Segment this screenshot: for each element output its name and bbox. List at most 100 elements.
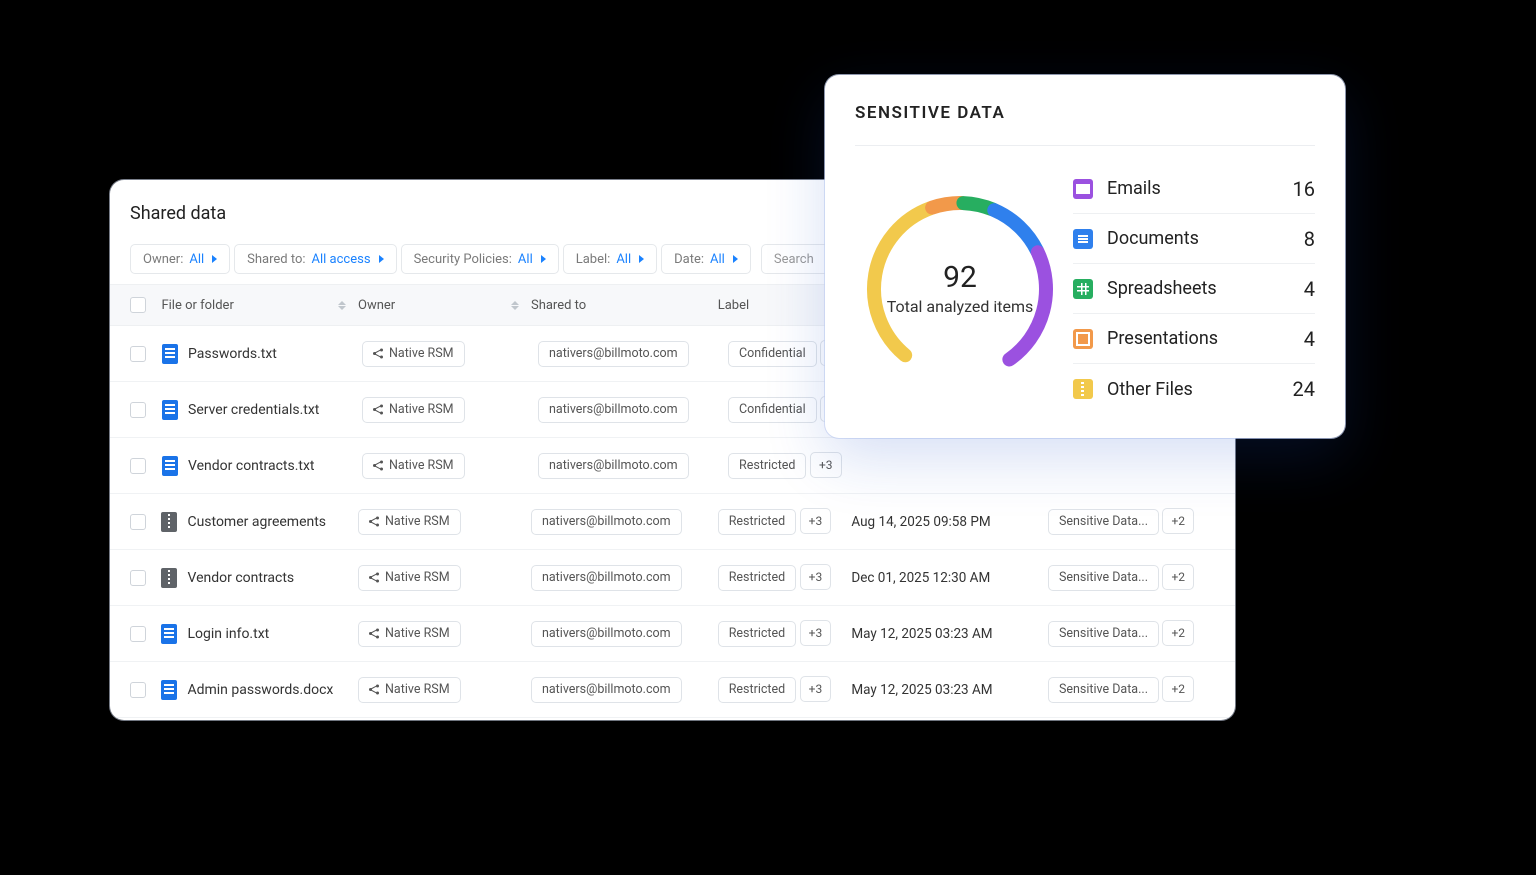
row-checkbox[interactable] [130,682,146,698]
table-row[interactable]: Vendor contracts Native RSM nativers@billm… [110,550,1235,606]
legend-value: 16 [1293,177,1315,201]
label-chip[interactable]: Confidential [728,397,817,423]
legend-row-mail: Emails16 [1073,164,1315,214]
file-icon [161,680,177,700]
legend-label: Documents [1107,228,1304,249]
share-icon [369,573,379,583]
label-chip[interactable]: Restricted [728,453,806,479]
card-title: SENSITIVE DATA [855,103,1315,123]
filter-date[interactable]: Date: All [661,244,751,274]
policy-chip[interactable]: Sensitive Data... [1048,677,1159,703]
row-date: May 12, 2025 03:23 AM [851,626,1048,642]
extra-badge[interactable]: +2 [1162,620,1194,646]
filter-sharedto[interactable]: Shared to: All access [234,244,396,274]
extra-badge[interactable]: +2 [1162,564,1194,590]
sort-icon [338,301,346,310]
other-icon [1073,379,1093,399]
owner-chip[interactable]: Native RSM [358,565,461,591]
shared-chip[interactable]: nativers@billmoto.com [531,677,682,703]
filter-label[interactable]: Label: All [563,244,657,274]
owner-cell: Native RSM [362,397,538,423]
row-checkbox[interactable] [130,570,146,586]
filter-owner[interactable]: Owner: All [130,244,230,274]
row-policy: Sensitive Data... +2 [1048,676,1215,703]
owner-chip[interactable]: Native RSM [358,677,461,703]
col-file[interactable]: File or folder [161,298,358,313]
extra-badge[interactable]: +3 [800,564,832,590]
legend-value: 24 [1293,377,1315,401]
card-divider [855,145,1315,146]
legend-value: 4 [1304,327,1315,351]
file-cell: Customer agreements [161,512,358,532]
file-icon [161,512,177,532]
file-cell: Vendor contracts [161,568,358,588]
extra-badge[interactable]: +3 [800,676,832,702]
shared-cell: nativers@billmoto.com [538,453,728,479]
label-chip[interactable]: Confidential [728,341,817,367]
select-all-checkbox[interactable] [130,297,146,313]
share-icon [373,461,383,471]
donut-total: 92 [943,260,977,295]
owner-chip[interactable]: Native RSM [358,621,461,647]
extra-badge[interactable]: +2 [1162,676,1194,702]
row-checkbox[interactable] [130,458,146,474]
extra-badge[interactable]: +3 [800,508,832,534]
filter-securitypolicies[interactable]: Security Policies: All [401,244,559,274]
row-checkbox[interactable] [130,346,146,362]
table-row[interactable]: Customer agreementsNative RSM nativers@bi… [110,494,1235,550]
share-icon [373,349,383,359]
shared-cell: nativers@billmoto.com [531,509,718,535]
owner-cell: Native RSM [358,565,531,591]
extra-badge[interactable]: +2 [1162,508,1194,534]
col-shared[interactable]: Shared to [531,298,718,313]
sensitive-data-card: SENSITIVE DATA 92 Total analyzed items E… [825,75,1345,438]
doc-icon [1073,229,1093,249]
shared-cell: nativers@billmoto.com [531,565,718,591]
owner-cell: Native RSM [362,453,538,479]
label-cell: Restricted +3 [718,676,852,703]
table-row[interactable]: Vendor contracts.txt Native RSM nativers@b… [110,438,1235,494]
shared-chip[interactable]: nativers@billmoto.com [531,509,682,535]
shared-cell: nativers@billmoto.com [531,677,718,703]
policy-chip[interactable]: Sensitive Data... [1048,565,1159,591]
col-owner[interactable]: Owner [358,298,531,313]
extra-badge[interactable]: +3 [810,452,842,478]
shared-chip[interactable]: nativers@billmoto.com [531,621,682,647]
shared-chip[interactable]: nativers@billmoto.com [538,453,689,479]
policy-chip[interactable]: Sensitive Data... [1048,509,1159,535]
share-icon [369,685,379,695]
label-chip[interactable]: Restricted [718,621,796,647]
owner-chip[interactable]: Native RSM [362,341,465,367]
row-checkbox[interactable] [130,514,146,530]
table-row[interactable]: Admin passwords.docxNative RSMnativers@b… [110,662,1235,718]
owner-chip[interactable]: Native RSM [362,397,465,423]
policy-chip[interactable]: Sensitive Data... [1048,621,1159,647]
share-icon [369,517,379,527]
label-chip[interactable]: Restricted [718,677,796,703]
owner-chip[interactable]: Native RSM [358,509,461,535]
caret-icon [639,255,644,263]
row-checkbox[interactable] [130,626,146,642]
file-name: Passwords.txt [188,346,277,362]
share-icon [373,405,383,415]
legend-label: Presentations [1107,328,1304,349]
label-cell: Restricted +3 [718,508,852,535]
shared-chip[interactable]: nativers@billmoto.com [538,397,689,423]
owner-chip[interactable]: Native RSM [362,453,465,479]
file-cell: Server credentials.txt [162,400,362,420]
row-policy: Sensitive Data... +2 [1048,620,1215,647]
file-name: Vendor contracts [187,570,294,586]
share-icon [369,629,379,639]
legend-row-pres: Presentations4 [1073,314,1315,364]
file-name: Vendor contracts.txt [188,458,315,474]
owner-cell: Native RSM [358,621,531,647]
extra-badge[interactable]: +3 [800,620,832,646]
table-row[interactable]: Login info.txtNative RSMnativers@billmot… [110,606,1235,662]
label-chip[interactable]: Restricted [718,509,796,535]
shared-cell: nativers@billmoto.com [531,621,718,647]
row-checkbox[interactable] [130,402,146,418]
shared-chip[interactable]: nativers@billmoto.com [531,565,682,591]
label-chip[interactable]: Restricted [718,565,796,591]
row-policy: Sensitive Data... +2 [1048,564,1215,591]
shared-chip[interactable]: nativers@billmoto.com [538,341,689,367]
